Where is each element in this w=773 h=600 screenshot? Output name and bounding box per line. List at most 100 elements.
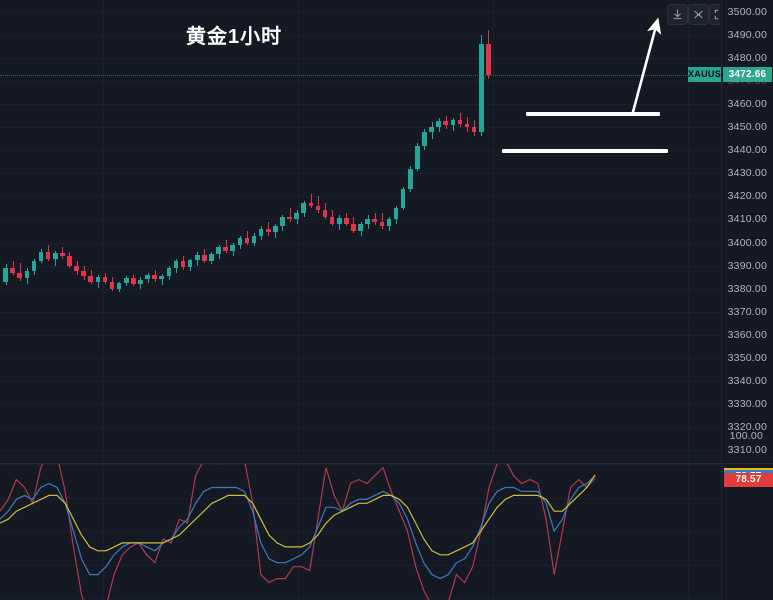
candle-body bbox=[216, 247, 221, 255]
candle-body bbox=[209, 254, 214, 262]
gridline bbox=[0, 598, 720, 599]
candle-body bbox=[273, 226, 278, 233]
support-line[interactable] bbox=[502, 149, 668, 154]
candle-body bbox=[471, 127, 477, 132]
gridline-vertical bbox=[493, 464, 494, 600]
candle-body bbox=[258, 228, 264, 236]
price-tick: 3340.00 bbox=[727, 375, 767, 388]
symbol-badge: XAUUSD bbox=[688, 67, 728, 83]
gridline-vertical bbox=[688, 0, 689, 462]
price-chart-pane[interactable]: 黄金1小时 bbox=[0, 0, 720, 462]
candle-body bbox=[372, 219, 378, 222]
candle-body bbox=[407, 168, 413, 190]
candle-body bbox=[244, 237, 250, 243]
price-tick: 3420.00 bbox=[727, 190, 767, 203]
candle-body bbox=[102, 277, 108, 282]
camera-snapshot-icon[interactable] bbox=[688, 4, 709, 25]
candle-body bbox=[365, 219, 370, 225]
oscillator-pane[interactable] bbox=[0, 464, 720, 600]
price-tick: 3440.00 bbox=[727, 144, 767, 157]
gridline bbox=[0, 358, 720, 359]
price-tick: 3320.00 bbox=[727, 421, 767, 434]
gridline bbox=[0, 450, 720, 451]
candle-wick bbox=[20, 263, 21, 281]
oscillator-value-badge: 78.57 bbox=[724, 473, 773, 488]
candle-body bbox=[486, 43, 491, 75]
price-tick: 3380.00 bbox=[727, 282, 767, 295]
candle-body bbox=[301, 203, 307, 213]
candle-body bbox=[379, 221, 385, 227]
price-axis[interactable]: XAUUSD 3472.66 3500.00 3490.00 3480.00 3470… bbox=[688, 0, 773, 462]
candle-body bbox=[450, 120, 456, 125]
last-price-line bbox=[0, 74, 720, 76]
candle-wick bbox=[375, 212, 376, 226]
gridline bbox=[0, 531, 720, 532]
resistance-line[interactable] bbox=[526, 112, 660, 117]
candle-wick bbox=[311, 194, 312, 208]
candle-body bbox=[287, 217, 292, 220]
candle-body bbox=[251, 235, 257, 243]
gridline bbox=[0, 150, 720, 151]
gridline bbox=[0, 104, 720, 105]
price-tick: 3470.00 bbox=[727, 74, 767, 87]
candle-body bbox=[123, 278, 129, 283]
price-tick: 3330.00 bbox=[727, 398, 767, 411]
candle-body bbox=[280, 217, 285, 227]
candle-body bbox=[422, 131, 427, 146]
candle-body bbox=[138, 279, 143, 285]
gridline bbox=[0, 58, 720, 59]
gridline bbox=[0, 289, 720, 290]
gridline-vertical bbox=[103, 464, 104, 600]
gridline bbox=[0, 498, 720, 499]
gridline bbox=[0, 196, 720, 197]
oscillator-axis[interactable]: 100.000.0080.3779.7778.57 bbox=[722, 430, 773, 600]
candle-wick bbox=[13, 261, 14, 275]
gridline bbox=[0, 266, 720, 267]
gridline bbox=[0, 381, 720, 382]
gridline bbox=[0, 312, 720, 313]
candle-body bbox=[202, 255, 207, 262]
candle-body bbox=[358, 224, 363, 231]
candle-body bbox=[52, 252, 58, 259]
candle-body bbox=[152, 274, 157, 280]
price-tick: 3410.00 bbox=[727, 213, 767, 226]
candle-body bbox=[457, 120, 463, 124]
download-icon[interactable] bbox=[667, 4, 688, 25]
candle-body bbox=[187, 259, 193, 267]
gridline bbox=[0, 81, 720, 82]
gridline bbox=[0, 404, 720, 405]
candle-body bbox=[88, 276, 94, 282]
candle-body bbox=[31, 261, 37, 272]
candle-body bbox=[166, 267, 172, 277]
gridline bbox=[0, 219, 720, 220]
price-tick: 3460.00 bbox=[727, 97, 767, 110]
gridline bbox=[0, 35, 720, 36]
candle-body bbox=[10, 267, 15, 273]
candle-body bbox=[464, 123, 470, 128]
candle-body bbox=[478, 43, 484, 132]
candle-wick bbox=[226, 240, 227, 253]
candle-body bbox=[173, 261, 179, 268]
candle-body bbox=[194, 255, 200, 260]
oscillator-line-slow bbox=[0, 474, 596, 556]
candle-body bbox=[400, 189, 406, 208]
candle-body bbox=[131, 278, 136, 285]
price-tick: 3430.00 bbox=[727, 167, 767, 180]
candle-body bbox=[436, 121, 441, 128]
gridline-vertical bbox=[688, 464, 689, 600]
gridline bbox=[0, 464, 720, 465]
gridline-vertical bbox=[103, 0, 104, 462]
candle-body bbox=[393, 207, 399, 220]
candle-body bbox=[336, 218, 342, 225]
bullish-arrow bbox=[631, 17, 662, 114]
candle-wick bbox=[62, 247, 63, 259]
candle-body bbox=[159, 276, 165, 280]
candle-body bbox=[308, 203, 314, 206]
price-tick: 3360.00 bbox=[727, 328, 767, 341]
candle-body bbox=[95, 277, 101, 282]
candle-body bbox=[294, 212, 299, 220]
pane-divider bbox=[0, 463, 773, 464]
gridline-vertical bbox=[493, 0, 494, 462]
fullscreen-icon[interactable] bbox=[709, 4, 720, 25]
